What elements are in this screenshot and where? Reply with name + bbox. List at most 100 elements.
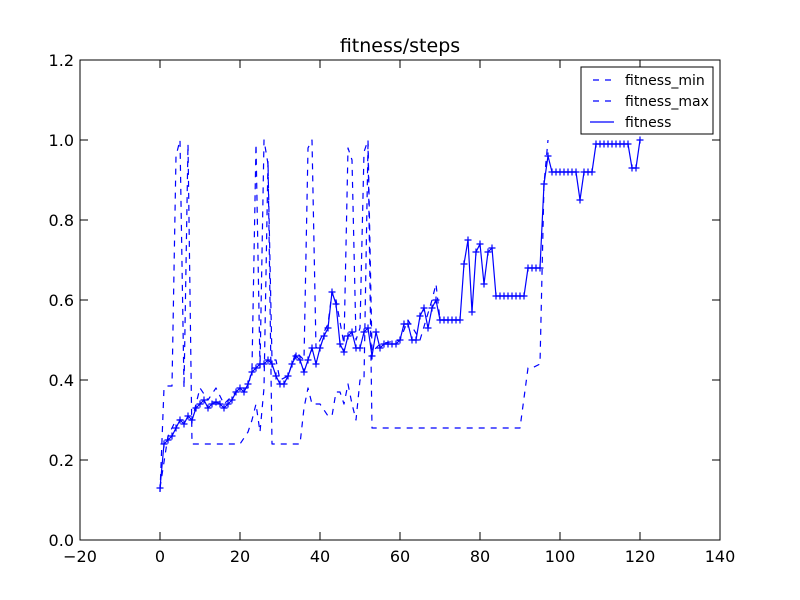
data-point-marker (308, 344, 316, 352)
data-point-marker (476, 240, 484, 248)
data-point-marker (544, 152, 552, 160)
x-tick-label: 140 (705, 547, 736, 566)
data-point-marker (468, 308, 476, 316)
data-point-marker (288, 360, 296, 368)
data-point-marker (572, 168, 580, 176)
data-point-marker (204, 404, 212, 412)
legend-box (580, 66, 714, 135)
data-point-marker (424, 324, 432, 332)
data-point-marker (216, 400, 224, 408)
data-point-marker (432, 296, 440, 304)
axis-ticks: −20 0 20 40 60 80 100 120 140 0.0 0.2 0.4 0.6 0.8 1.0 1… (49, 51, 736, 566)
y-tick-label: 0.8 (49, 211, 74, 230)
data-point-marker (260, 360, 268, 368)
x-tick-label: 20 (230, 547, 250, 566)
data-point-marker (280, 380, 288, 388)
data-point-marker (188, 416, 196, 424)
data-point-marker (460, 260, 468, 268)
x-tick-label: 120 (625, 547, 656, 566)
data-point-marker (576, 196, 584, 204)
data-point-marker (464, 236, 472, 244)
data-point-marker (300, 368, 308, 376)
x-tick-label: 60 (390, 547, 410, 566)
data-point-marker (488, 244, 496, 252)
data-point-marker (224, 400, 232, 408)
legend-label-fitness_min: fitness_min (625, 73, 705, 89)
data-point-marker (520, 292, 528, 300)
data-point-marker (368, 352, 376, 360)
data-point-marker (364, 324, 372, 332)
data-point-marker (536, 264, 544, 272)
legend-label-fitness: fitness (625, 115, 671, 131)
data-point-marker (248, 368, 256, 376)
data-point-marker (232, 388, 240, 396)
data-point-marker (172, 424, 180, 432)
data-point-marker (636, 136, 644, 144)
data-point-marker (268, 360, 276, 368)
data-point-marker (208, 400, 216, 408)
data-point-marker (284, 372, 292, 380)
data-point-marker (416, 312, 424, 320)
y-tick-label: 0.6 (49, 291, 74, 310)
y-tick-label: 0.4 (49, 371, 74, 390)
x-tick-label: 100 (545, 547, 576, 566)
data-point-marker (356, 344, 364, 352)
data-point-marker (392, 340, 400, 348)
data-point-marker (264, 356, 272, 364)
data-point-marker (332, 300, 340, 308)
data-point-marker (624, 140, 632, 148)
data-point-marker (428, 304, 436, 312)
data-point-marker (540, 180, 548, 188)
series-line-fitness_max (159, 139, 460, 489)
y-tick-label: 0.2 (49, 451, 74, 470)
data-point-marker (472, 248, 480, 256)
data-point-marker (360, 328, 368, 336)
data-point-marker (212, 398, 220, 406)
y-tick-label: 1.0 (49, 131, 74, 150)
data-point-marker (200, 396, 208, 404)
data-point-marker (244, 380, 252, 388)
data-point-marker (404, 320, 412, 328)
x-tick-label: 40 (310, 547, 330, 566)
data-point-marker (296, 356, 304, 364)
y-tick-label: 1.2 (49, 51, 74, 70)
data-point-marker (340, 348, 348, 356)
data-point-marker (456, 316, 464, 324)
data-point-marker (312, 360, 320, 368)
data-point-marker (228, 396, 236, 404)
data-point-marker (484, 248, 492, 256)
data-point-marker (372, 328, 380, 336)
data-point-marker (324, 324, 332, 332)
chart-title: fitness/steps (340, 35, 460, 57)
data-point-marker (292, 352, 300, 360)
data-point-marker (376, 344, 384, 352)
data-point-marker (336, 340, 344, 348)
series-line-fitness_min (159, 139, 549, 493)
data-point-marker (168, 432, 176, 440)
data-point-marker (632, 164, 640, 172)
data-point-marker (236, 384, 244, 392)
y-tick-label: 0.0 (49, 531, 74, 550)
legend-label-fitness_max: fitness_max (625, 94, 709, 110)
data-point-marker (480, 280, 488, 288)
data-point-marker (316, 344, 324, 352)
data-point-marker (396, 336, 404, 344)
data-point-marker (176, 416, 184, 424)
data-point-marker (420, 304, 428, 312)
data-point-marker (344, 332, 352, 340)
data-point-marker (164, 436, 172, 444)
data-point-marker (160, 440, 168, 448)
data-point-marker (304, 356, 312, 364)
data-point-marker (220, 404, 228, 412)
data-point-marker (412, 336, 420, 344)
data-point-marker (192, 404, 200, 412)
data-point-marker (252, 364, 260, 372)
x-tick-label: −20 (63, 547, 97, 566)
data-point-marker (320, 332, 328, 340)
data-point-marker (240, 388, 248, 396)
data-point-marker (588, 168, 596, 176)
data-point-marker (156, 484, 164, 492)
data-point-marker (348, 328, 356, 336)
